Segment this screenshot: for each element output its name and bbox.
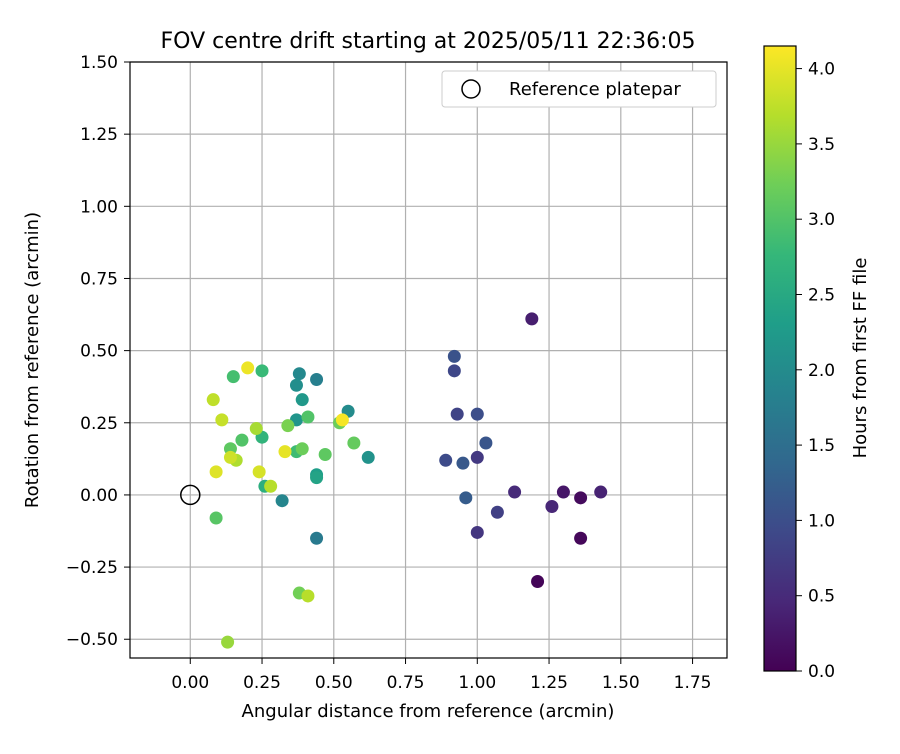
data-point xyxy=(470,525,484,539)
y-tick-label: 0.50 xyxy=(80,342,118,362)
data-point xyxy=(347,436,361,450)
reference-marker xyxy=(180,484,201,506)
data-point xyxy=(459,491,473,505)
data-point xyxy=(490,505,504,519)
y-tick-label: 1.25 xyxy=(80,125,118,145)
x-tick-label: 0.00 xyxy=(171,673,209,693)
colorbar-tick-label: 1.0 xyxy=(808,511,835,531)
x-tick-label: 1.75 xyxy=(674,673,712,693)
data-point xyxy=(470,407,484,421)
data-point xyxy=(241,361,255,375)
data-point xyxy=(508,485,522,499)
data-point xyxy=(223,450,237,464)
data-point xyxy=(479,436,493,450)
data-point xyxy=(221,635,235,649)
x-axis-ticks: 0.00 0.25 0.50 0.75 1.00 1.25 1.50 1.75 xyxy=(171,658,711,693)
data-point xyxy=(295,442,309,456)
data-point xyxy=(594,485,608,499)
colorbar-tick-label: 4.0 xyxy=(808,60,835,80)
legend: Reference platepar xyxy=(441,70,717,108)
data-point xyxy=(235,433,249,447)
data-point xyxy=(301,410,315,424)
plot-area xyxy=(129,61,728,659)
x-tick-label: 0.50 xyxy=(315,673,353,693)
data-point xyxy=(249,422,263,436)
data-point xyxy=(556,485,570,499)
data-point xyxy=(525,312,539,326)
data-point xyxy=(226,370,240,384)
data-point xyxy=(278,445,292,459)
y-tick-label: −0.25 xyxy=(66,558,118,578)
data-point xyxy=(310,471,324,485)
data-point xyxy=(206,393,220,407)
data-point xyxy=(310,372,324,386)
data-point xyxy=(456,456,470,470)
legend-box xyxy=(441,70,717,108)
chart-title: FOV centre drift starting at 2025/05/11 … xyxy=(161,29,696,54)
colorbar: 0.0 0.5 1.0 1.5 2.0 2.5 3.0 3.5 4.0 Hours from f… xyxy=(763,45,871,682)
x-tick-label: 1.50 xyxy=(602,673,640,693)
data-point xyxy=(252,465,266,479)
x-tick-label: 0.75 xyxy=(387,673,425,693)
colorbar-tick-label: 0.0 xyxy=(808,662,835,682)
colorbar-tick-label: 3.5 xyxy=(808,135,835,155)
data-point xyxy=(292,367,306,381)
data-point xyxy=(447,349,461,363)
y-axis-ticks: −0.50 −0.25 0.00 0.25 0.50 0.75 1.00 1.25 1.50 xyxy=(66,53,130,650)
colorbar-gradient xyxy=(764,46,796,671)
x-tick-label: 1.25 xyxy=(530,673,568,693)
data-point xyxy=(295,393,309,407)
data-point xyxy=(301,589,315,603)
colorbar-tick-label: 1.5 xyxy=(808,436,835,456)
x-axis-label: Angular distance from reference (arcmin) xyxy=(242,701,615,722)
data-point xyxy=(574,491,588,505)
data-point xyxy=(361,450,375,464)
data-point xyxy=(281,419,295,433)
data-point xyxy=(215,413,229,427)
data-point xyxy=(255,364,269,378)
data-point xyxy=(531,575,545,589)
data-point xyxy=(275,494,289,508)
data-point xyxy=(318,448,332,462)
x-tick-label: 1.00 xyxy=(458,673,496,693)
legend-marker-icon xyxy=(461,79,481,99)
colorbar-tick-label: 2.0 xyxy=(808,361,835,381)
colorbar-tick-label: 2.5 xyxy=(808,285,835,305)
data-point xyxy=(264,479,278,493)
colorbar-frame xyxy=(763,45,797,672)
y-axis-label: Rotation from reference (arcmin) xyxy=(22,212,43,508)
x-tick-label: 0.25 xyxy=(243,673,281,693)
data-point xyxy=(574,531,588,545)
data-point xyxy=(289,378,303,392)
data-points xyxy=(206,312,608,649)
data-point xyxy=(310,531,324,545)
data-point xyxy=(209,511,223,525)
data-point xyxy=(209,465,223,479)
colorbar-ticks: 0.0 0.5 1.0 1.5 2.0 2.5 3.0 3.5 4.0 xyxy=(796,60,835,682)
plot-background xyxy=(130,62,727,658)
y-tick-label: 0.00 xyxy=(80,486,118,506)
colorbar-label: Hours from first FF file xyxy=(850,258,871,459)
colorbar-tick-label: 0.5 xyxy=(808,587,835,607)
y-tick-label: 1.00 xyxy=(80,197,118,217)
legend-label: Reference platepar xyxy=(509,79,681,100)
data-point xyxy=(335,413,349,427)
y-tick-label: 1.50 xyxy=(80,53,118,73)
data-point xyxy=(470,450,484,464)
reference-platepar-marker xyxy=(180,484,201,506)
data-point xyxy=(447,364,461,378)
data-point xyxy=(450,407,464,421)
data-point xyxy=(545,499,559,513)
data-point xyxy=(439,453,453,467)
y-tick-label: 0.75 xyxy=(80,269,118,289)
y-tick-label: −0.50 xyxy=(66,630,118,650)
colorbar-tick-label: 3.0 xyxy=(808,210,835,230)
y-tick-label: 0.25 xyxy=(80,414,118,434)
plot-frame xyxy=(129,61,728,659)
